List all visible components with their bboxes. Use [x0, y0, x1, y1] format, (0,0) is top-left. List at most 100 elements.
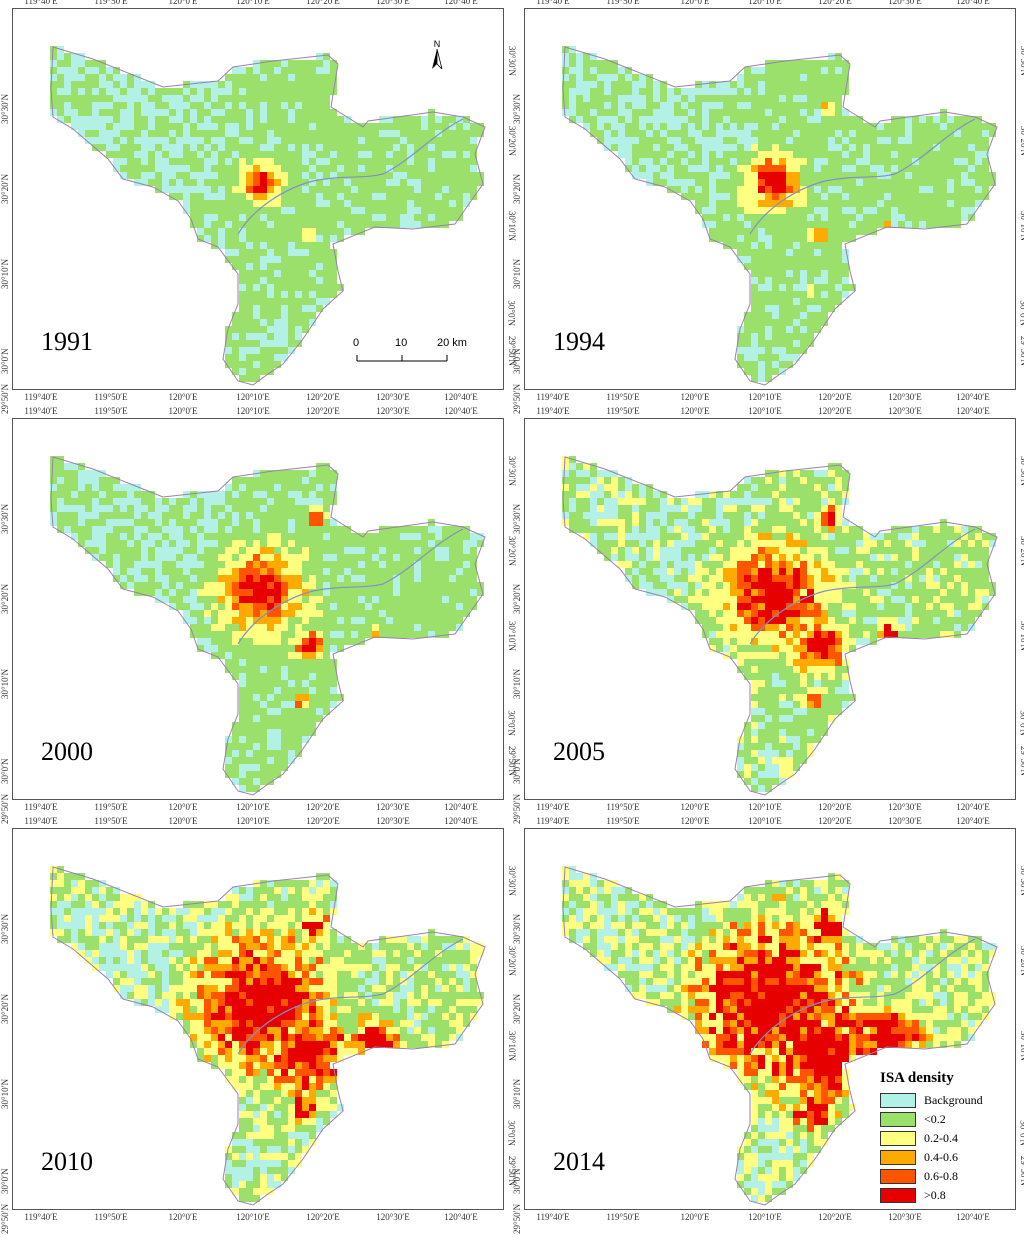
lon-tick-label: 120°20′E: [818, 392, 852, 402]
lat-tick-label: 30°20′N: [512, 993, 522, 1024]
lon-tick-label: 120°0′E: [680, 392, 710, 402]
map-panel-2005: 119°40′E 119°40′E 119°50′E 119°50′E 120°0′E 1…: [512, 406, 1024, 824]
lon-tick-label: 119°50′E: [606, 802, 640, 812]
lon-tick-label: 120°0′E: [168, 406, 198, 416]
year-label: 1991: [41, 327, 93, 356]
lat-tick-label: 30°30′N: [1019, 45, 1024, 76]
lat-tick-label: 30°20′N: [1019, 945, 1024, 976]
lat-tick-label: 30°0′N: [507, 710, 517, 736]
lon-tick-label: 120°40′E: [956, 802, 990, 812]
lat-tick-label: 30°0′N: [507, 300, 517, 326]
lon-tick-label: 120°0′E: [168, 802, 198, 812]
lat-tick-label: 29°50′N: [1019, 1155, 1024, 1186]
lon-tick-label: 120°10′E: [748, 1212, 782, 1222]
lat-tick-label: 30°30′N: [1019, 865, 1024, 896]
lat-tick-label: 30°0′N: [512, 348, 522, 374]
legend-swatch: [880, 1150, 916, 1165]
lat-tick-label: 30°20′N: [512, 583, 522, 614]
lon-tick-label: 120°20′E: [306, 816, 340, 826]
lat-tick-label: 29°50′N: [512, 383, 522, 414]
lon-tick-label: 119°40′E: [24, 406, 58, 416]
year-label: 2010: [41, 1147, 93, 1176]
lat-tick-label: 30°10′N: [0, 1078, 10, 1109]
lon-tick-label: 119°50′E: [94, 1212, 128, 1222]
legend-swatch: [880, 1188, 916, 1203]
lon-tick-label: 120°10′E: [748, 406, 782, 416]
legend-label: >0.8: [924, 1188, 946, 1202]
legend: ISA density Background <0.2 0.2-0.4 0.4-0.6…: [880, 1070, 983, 1205]
lon-tick-label: 120°30′E: [888, 1212, 922, 1222]
lat-tick-label: 30°10′N: [507, 210, 517, 241]
lat-tick-label: 29°50′N: [1019, 745, 1024, 776]
lat-tick-label: 30°10′N: [512, 258, 522, 289]
lon-tick-label: 119°40′E: [24, 802, 58, 812]
lat-tick-label: 30°30′N: [0, 93, 10, 124]
lon-tick-label: 119°50′E: [606, 816, 640, 826]
lat-tick-label: 30°0′N: [507, 1120, 517, 1146]
lon-tick-label: 120°10′E: [236, 0, 270, 6]
year-label: 1994: [553, 327, 605, 356]
isa-map: [50, 866, 486, 1206]
lon-tick-label: 120°30′E: [888, 392, 922, 402]
lat-tick-label: 30°10′N: [512, 668, 522, 699]
lon-tick-label: 119°40′E: [536, 0, 570, 6]
lat-tick-label: 30°20′N: [1019, 535, 1024, 566]
lon-tick-label: 120°20′E: [306, 1212, 340, 1222]
lon-tick-label: 119°40′E: [24, 816, 58, 826]
isa-grid: [50, 866, 484, 1202]
river-line: [749, 528, 976, 645]
lon-tick-label: 120°40′E: [956, 406, 990, 416]
lat-tick-label: 30°10′N: [1019, 1030, 1024, 1061]
lon-tick-label: 120°40′E: [956, 0, 990, 6]
lat-tick-label: 30°20′N: [0, 173, 10, 204]
lon-tick-label: 120°20′E: [818, 816, 852, 826]
lon-tick-label: 120°0′E: [680, 802, 710, 812]
legend-item: 0.6-0.8: [880, 1167, 983, 1186]
isa-grid: [50, 456, 484, 792]
lon-tick-label: 119°50′E: [606, 0, 640, 6]
lat-tick-label: 30°0′N: [512, 758, 522, 784]
lon-tick-label: 120°10′E: [236, 1212, 270, 1222]
legend-title: ISA density: [880, 1070, 954, 1086]
scale-label: 0: [353, 337, 360, 349]
lat-tick-label: 30°0′N: [1019, 300, 1024, 326]
lat-tick-label: 30°0′N: [1019, 1120, 1024, 1146]
map-panel-1994: 119°40′E 119°40′E 119°50′E 119°50′E 120°0′E 1…: [512, 0, 1024, 414]
lon-tick-label: 120°20′E: [306, 406, 340, 416]
lat-tick-label: 29°50′N: [0, 383, 10, 414]
lon-tick-label: 119°40′E: [24, 0, 58, 6]
legend-item: 0.4-0.6: [880, 1148, 983, 1167]
river-line: [237, 938, 464, 1055]
lon-tick-label: 120°10′E: [236, 802, 270, 812]
lon-tick-label: 119°40′E: [536, 802, 570, 812]
lon-tick-label: 119°40′E: [536, 1212, 570, 1222]
lon-tick-label: 119°40′E: [536, 392, 570, 402]
map-panel-2014: 119°40′E 119°40′E 119°50′E 119°50′E 120°0′E 1…: [512, 816, 1024, 1234]
isa-map: [50, 456, 486, 796]
year-label: 2000: [41, 737, 93, 766]
isa-grid: [562, 46, 996, 382]
lon-tick-label: 120°40′E: [444, 802, 478, 812]
lat-tick-label: 30°0′N: [0, 1168, 10, 1194]
legend-label: 0.4-0.6: [924, 1150, 958, 1164]
year-label: 2014: [553, 1147, 605, 1176]
lon-tick-label: 120°20′E: [818, 0, 852, 6]
north-arrow-icon: N: [429, 39, 445, 74]
lon-tick-label: 120°0′E: [680, 1212, 710, 1222]
lon-tick-label: 119°50′E: [94, 816, 128, 826]
lon-tick-label: 120°30′E: [376, 816, 410, 826]
lat-tick-label: 30°20′N: [507, 945, 517, 976]
lat-tick-label: 30°10′N: [1019, 620, 1024, 651]
scale-bar: [356, 355, 448, 362]
lon-tick-label: 120°10′E: [748, 392, 782, 402]
lat-tick-label: 30°20′N: [507, 125, 517, 156]
legend-swatch: [880, 1131, 916, 1146]
lon-tick-label: 120°20′E: [306, 392, 340, 402]
lon-tick-label: 120°40′E: [444, 0, 478, 6]
lon-tick-label: 120°0′E: [168, 816, 198, 826]
lon-tick-label: 120°40′E: [956, 1212, 990, 1222]
lon-tick-label: 120°0′E: [680, 0, 710, 6]
lon-tick-label: 120°30′E: [888, 0, 922, 6]
lat-tick-label: 29°50′N: [512, 1203, 522, 1234]
lon-tick-label: 120°0′E: [168, 0, 198, 6]
